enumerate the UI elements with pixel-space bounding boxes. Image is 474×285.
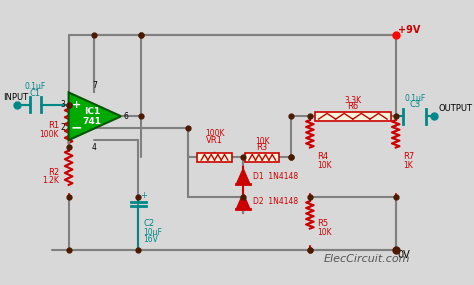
Text: −: − [71,121,82,135]
Text: +: + [72,100,81,110]
Text: R5: R5 [318,219,328,228]
Text: 7: 7 [92,81,97,89]
Text: C2: C2 [143,219,154,228]
Bar [315,111,391,121]
Text: R2: R2 [48,168,59,177]
Text: 16V: 16V [143,235,158,244]
Text: IC1
741: IC1 741 [83,107,102,126]
Text: D2  1N4148: D2 1N4148 [253,197,298,206]
Text: 0.1μF: 0.1μF [25,82,46,91]
Text: 4: 4 [92,143,97,152]
Text: R6: R6 [347,102,358,111]
Text: ElecCircuit.com: ElecCircuit.com [324,254,410,264]
Text: 1K: 1K [403,161,413,170]
Polygon shape [237,194,250,209]
Text: R3: R3 [256,143,268,152]
Text: OUTPUT: OUTPUT [438,104,473,113]
Polygon shape [69,92,121,140]
Text: D1  1N4148: D1 1N4148 [253,172,298,181]
Text: 100K: 100K [40,130,59,139]
Text: INPUT: INPUT [3,93,28,102]
Text: +: + [140,191,147,200]
Text: C3: C3 [409,100,420,109]
Text: 100K: 100K [205,129,224,138]
Text: 6: 6 [124,112,129,121]
Text: 10K: 10K [255,137,270,146]
Text: R4: R4 [318,152,328,161]
Text: 10μF: 10μF [143,228,162,237]
Text: 0V: 0V [398,250,410,260]
Bar [245,152,279,162]
Polygon shape [237,169,250,184]
Text: C1: C1 [30,89,41,98]
Text: 1.2K: 1.2K [42,176,59,185]
Text: 2: 2 [60,123,65,132]
Text: R7: R7 [403,152,415,161]
Text: +9V: +9V [398,25,420,34]
Bar [197,152,232,162]
Text: 10K: 10K [318,161,332,170]
Text: 3: 3 [60,100,65,109]
Text: VR1: VR1 [206,136,223,144]
Text: 0.1μF: 0.1μF [404,94,425,103]
Text: 10K: 10K [318,228,332,237]
Text: R1: R1 [48,121,59,130]
Text: 3.3K: 3.3K [344,95,361,105]
